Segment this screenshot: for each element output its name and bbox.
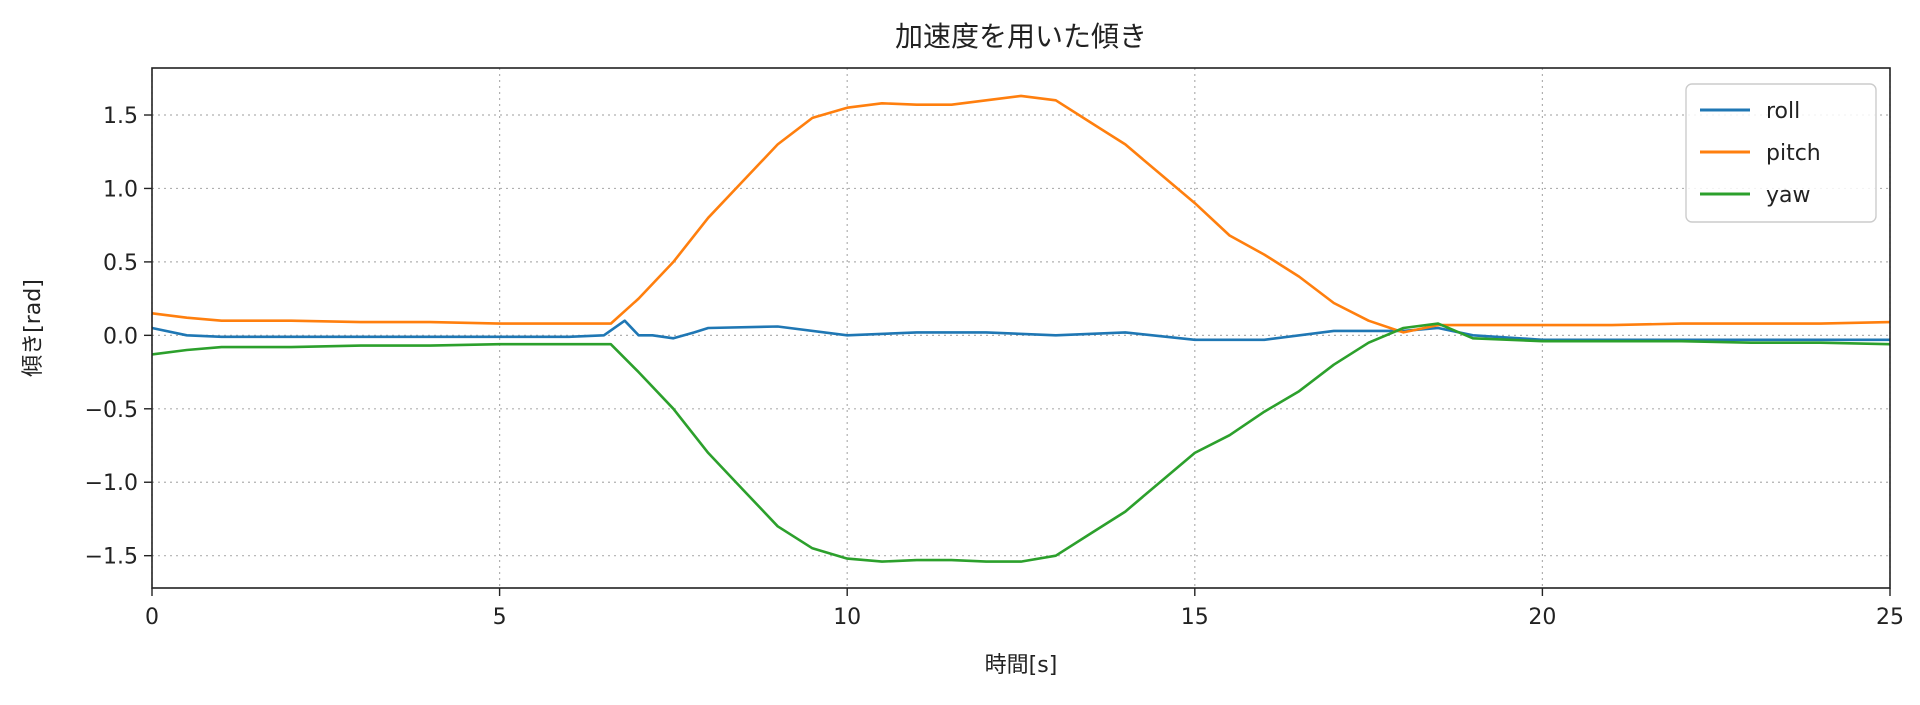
x-tick-label: 25 — [1876, 605, 1904, 630]
legend: roll pitch yaw — [1685, 83, 1877, 223]
series-line-yaw — [151, 322, 1891, 563]
x-axis-label: 時間[s] — [985, 653, 1058, 678]
x-tick-label: 10 — [833, 605, 861, 630]
y-tick-label: 0.5 — [103, 251, 138, 276]
plot-frame — [151, 67, 1891, 589]
y-tick-label: −1.5 — [85, 545, 138, 570]
legend-label-pitch: pitch — [1766, 141, 1821, 166]
y-tick-label: −0.5 — [85, 398, 138, 423]
y-tick-label: 1.0 — [103, 177, 138, 202]
axis-ticks: 0 5 10 15 20 25 −1.5 −1.0 −0.5 0.0 0.5 1.0 1.5 — [85, 104, 1904, 630]
y-tick-label: 1.5 — [103, 104, 138, 129]
chart-title: 加速度を用いた傾き — [895, 20, 1147, 53]
x-tick-label: 15 — [1181, 605, 1209, 630]
series-line-pitch — [151, 94, 1891, 334]
x-tick-label: 0 — [145, 605, 159, 630]
series-line-roll — [151, 319, 1890, 342]
series-lines — [151, 94, 1891, 563]
x-tick-label: 20 — [1528, 605, 1556, 630]
y-tick-label: 0.0 — [103, 324, 138, 349]
y-axis-label: 傾き[rad] — [21, 279, 46, 377]
legend-label-yaw: yaw — [1766, 183, 1811, 208]
legend-label-roll: roll — [1766, 99, 1800, 124]
x-tick-label: 5 — [493, 605, 507, 630]
y-tick-label: −1.0 — [85, 471, 138, 496]
grid-lines — [151, 68, 1891, 588]
legend-box — [1685, 83, 1877, 223]
